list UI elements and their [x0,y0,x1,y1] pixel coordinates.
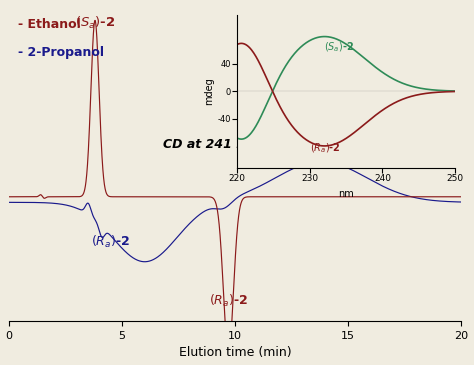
Y-axis label: mdeg: mdeg [204,77,214,105]
Text: CD at 241 nm: CD at 241 nm [163,138,258,151]
Text: $(R_a)$-2: $(R_a)$-2 [91,234,130,250]
Text: $(S_a)$-2: $(S_a)$-2 [324,41,355,54]
Text: $(R_a)$-2: $(R_a)$-2 [209,293,248,310]
X-axis label: Elution time (min): Elution time (min) [179,346,292,360]
X-axis label: nm: nm [338,189,354,199]
Text: $(R_a)$-2: $(R_a)$-2 [310,142,340,155]
Text: - 2-Propanol: - 2-Propanol [18,46,104,59]
Text: $(S_a)$-2: $(S_a)$-2 [318,73,356,89]
Text: $(S_a)$-2: $(S_a)$-2 [75,15,115,31]
Text: - Ethanol: - Ethanol [18,18,81,31]
